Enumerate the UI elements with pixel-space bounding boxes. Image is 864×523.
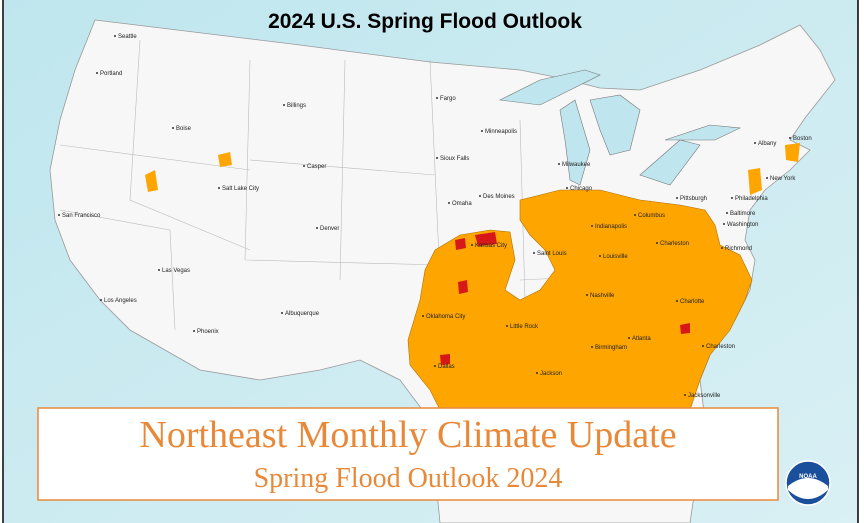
city-label: Las Vegas bbox=[162, 268, 190, 274]
city-label: Birmingham bbox=[595, 345, 627, 351]
city-dot bbox=[634, 214, 636, 216]
city-dot bbox=[481, 130, 483, 132]
city-label: Louisville bbox=[603, 254, 628, 260]
city-label: Sioux Falls bbox=[440, 156, 469, 162]
city-label: Jackson bbox=[540, 371, 562, 377]
city-dot bbox=[218, 187, 220, 189]
city-dot bbox=[731, 197, 733, 199]
city-label: Columbus bbox=[638, 213, 665, 219]
city-label: Fargo bbox=[440, 96, 456, 102]
city-dot bbox=[422, 315, 424, 317]
city-dot bbox=[96, 72, 98, 74]
city-dot bbox=[656, 242, 658, 244]
city-label: Billings bbox=[287, 103, 306, 109]
city-dot bbox=[676, 300, 678, 302]
major-flood bbox=[440, 232, 690, 365]
city-label: Milwaukee bbox=[562, 162, 591, 168]
city-dot bbox=[316, 227, 318, 229]
city-dot bbox=[303, 165, 305, 167]
city-dot bbox=[172, 127, 174, 129]
city-label: Richmond bbox=[725, 246, 752, 252]
city-dot bbox=[599, 255, 601, 257]
city-dot bbox=[628, 337, 630, 339]
city-dot bbox=[536, 372, 538, 374]
map-title: 2024 U.S. Spring Flood Outlook bbox=[268, 10, 582, 33]
city-dot bbox=[723, 223, 725, 225]
city-dot bbox=[533, 252, 535, 254]
city-label: San Francisco bbox=[62, 213, 101, 219]
city-label: Kansas City bbox=[475, 243, 507, 249]
city-label: Charleston bbox=[706, 344, 735, 350]
city-label: Omaha bbox=[452, 201, 472, 207]
city-label: Boston bbox=[793, 136, 812, 142]
city-label: Nashville bbox=[590, 293, 615, 299]
city-label: Baltimore bbox=[730, 211, 756, 217]
city-dot bbox=[566, 187, 568, 189]
city-label: Los Angeles bbox=[104, 298, 137, 304]
city-dot bbox=[114, 35, 116, 37]
city-dot bbox=[766, 177, 768, 179]
city-label: Salt Lake City bbox=[222, 186, 259, 192]
city-dot bbox=[591, 346, 593, 348]
city-label: Portland bbox=[100, 71, 122, 77]
city-dot bbox=[471, 244, 473, 246]
city-dot bbox=[558, 163, 560, 165]
city-label: Little Rock bbox=[510, 324, 539, 330]
city-dot bbox=[506, 325, 508, 327]
city-dot bbox=[448, 202, 450, 204]
city-dot bbox=[702, 345, 704, 347]
great-lakes bbox=[498, 69, 742, 186]
city-dot bbox=[283, 104, 285, 106]
city-label: Boise bbox=[176, 126, 192, 132]
city-label: Dallas bbox=[438, 364, 455, 370]
city-label: Casper bbox=[307, 164, 326, 170]
city-dot bbox=[436, 157, 438, 159]
city-label: Oklahoma City bbox=[426, 314, 465, 320]
city-dot bbox=[591, 225, 593, 227]
city-dot bbox=[434, 365, 436, 367]
city-label: Philadelphia bbox=[735, 196, 768, 202]
city-label: Charleston bbox=[660, 241, 689, 247]
city-label: Atlanta bbox=[632, 336, 651, 342]
city-label: Indianapolis bbox=[595, 224, 627, 230]
city-dot bbox=[281, 312, 283, 314]
city-dot bbox=[100, 299, 102, 301]
city-dot bbox=[158, 269, 160, 271]
city-label: Seattle bbox=[118, 34, 137, 40]
city-dot bbox=[193, 330, 195, 332]
city-label: Saint Louis bbox=[537, 251, 567, 257]
city-label: Albany bbox=[758, 141, 776, 147]
city-dot bbox=[726, 212, 728, 214]
city-dot bbox=[58, 214, 60, 216]
city-label: Jacksonville bbox=[688, 393, 721, 399]
city-label: Des Moines bbox=[483, 194, 515, 200]
city-label: Denver bbox=[320, 226, 339, 232]
city-label: Pittsburgh bbox=[680, 196, 707, 202]
city-label: Charlotte bbox=[680, 299, 705, 305]
logo-text: NOAA bbox=[799, 474, 817, 480]
city-label: New York bbox=[770, 176, 796, 182]
city-dot bbox=[684, 394, 686, 396]
city-dot bbox=[436, 97, 438, 99]
city-dot bbox=[479, 195, 481, 197]
banner-title: Northeast Monthly Climate Update bbox=[139, 414, 676, 456]
city-dot bbox=[721, 247, 723, 249]
city-label: Washington bbox=[727, 222, 758, 228]
city-dot bbox=[754, 142, 756, 144]
city-dot bbox=[586, 294, 588, 296]
city-label: Minneapolis bbox=[485, 129, 517, 135]
banner bbox=[37, 407, 779, 501]
logo-wave bbox=[788, 478, 828, 499]
city-label: Phoenix bbox=[197, 329, 219, 335]
city-label: Chicago bbox=[570, 186, 593, 192]
city-label: Albuquerque bbox=[285, 311, 320, 317]
city-dot bbox=[676, 197, 678, 199]
city-labels: Seattle Portland Billings Boise Casper Salt L… bbox=[58, 34, 812, 399]
city-dot bbox=[789, 137, 791, 139]
flood-area bbox=[407, 189, 753, 411]
banner-subtitle: Spring Flood Outlook 2024 bbox=[254, 463, 563, 494]
